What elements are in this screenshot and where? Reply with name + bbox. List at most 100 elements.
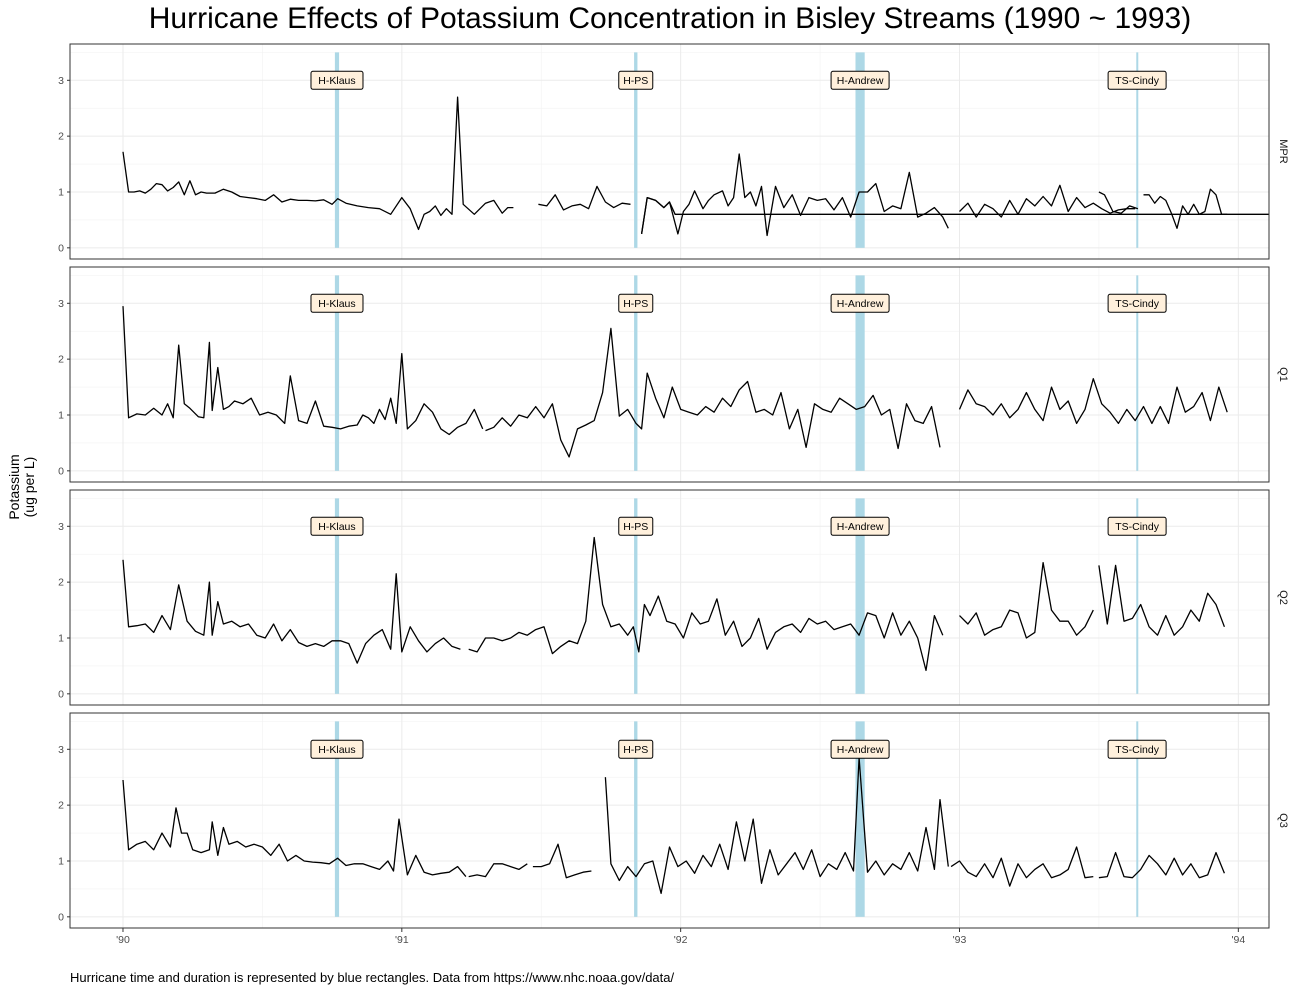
hurricane-band bbox=[1136, 275, 1139, 471]
facet-strip-label: Q1 bbox=[1277, 367, 1289, 382]
hurricane-label: H-Andrew bbox=[837, 744, 884, 756]
potassium-line bbox=[468, 863, 528, 878]
panel-q1: H-Klaus H-PS H-Andrew TS-Cindy 0 1 2 3 Q1 bbox=[58, 266, 1289, 483]
panel-mpr: H-Klaus H-PS H-Andrew TS-Cindy 0 1 2 3 MPR bbox=[58, 43, 1289, 260]
y-tick-label: 2 bbox=[58, 577, 64, 589]
panel-border bbox=[69, 43, 1270, 260]
hurricane-label: H-Klaus bbox=[318, 75, 355, 87]
panel-background bbox=[70, 490, 1269, 705]
hurricane-label-box bbox=[1107, 516, 1167, 536]
x-tick-label: '90 bbox=[116, 934, 130, 946]
potassium-line bbox=[1098, 564, 1226, 636]
panel-background bbox=[70, 267, 1269, 482]
facet-strip-label: Q3 bbox=[1277, 813, 1289, 828]
hurricane-label-box bbox=[1107, 70, 1167, 90]
y-tick-label: 1 bbox=[58, 855, 64, 867]
y-tick-label: 3 bbox=[58, 744, 64, 756]
panel-background bbox=[70, 713, 1269, 928]
panel-background bbox=[70, 44, 1269, 259]
potassium-line bbox=[485, 327, 941, 458]
y-tick-label: 1 bbox=[58, 632, 64, 644]
potassium-line bbox=[950, 846, 1094, 887]
hurricane-label: TS-Cindy bbox=[1115, 744, 1160, 756]
hurricane-label: H-Klaus bbox=[318, 521, 355, 533]
hurricane-label-box bbox=[310, 70, 364, 90]
hurricane-band bbox=[334, 52, 340, 248]
chart-caption: Hurricane time and duration is represent… bbox=[70, 970, 675, 985]
hurricane-band bbox=[334, 275, 340, 471]
potassium-line bbox=[958, 378, 1228, 425]
y-tick-label: 2 bbox=[58, 354, 64, 366]
y-tick-label: 0 bbox=[58, 911, 64, 923]
panel-border bbox=[69, 489, 1270, 706]
hurricane-band bbox=[634, 721, 638, 917]
potassium-line bbox=[1098, 191, 1139, 214]
hurricane-band bbox=[634, 52, 638, 248]
hurricane-label-box bbox=[830, 516, 890, 536]
hurricane-label-box bbox=[618, 739, 654, 759]
hurricane-label: H-PS bbox=[623, 744, 648, 756]
series-lines bbox=[122, 757, 1226, 895]
hurricane-label-box bbox=[1107, 293, 1167, 313]
x-tick-label: '91 bbox=[395, 934, 409, 946]
potassium-line bbox=[959, 561, 1094, 639]
x-tick-label: '92 bbox=[674, 934, 688, 946]
y-tick-label: 3 bbox=[58, 521, 64, 533]
potassium-line bbox=[1143, 188, 1228, 229]
hurricane-label-box bbox=[310, 739, 364, 759]
x-tick-label: '93 bbox=[953, 934, 967, 946]
y-tick-label: 1 bbox=[58, 186, 64, 198]
hurricane-label: TS-Cindy bbox=[1115, 75, 1160, 87]
panel-q2: H-Klaus H-PS H-Andrew TS-Cindy 0 1 2 3 Q2 bbox=[58, 489, 1289, 706]
panel-border bbox=[69, 712, 1270, 929]
hurricane-band bbox=[855, 52, 865, 248]
y-tick-label: 3 bbox=[58, 75, 64, 87]
y-tick-label: 0 bbox=[58, 688, 64, 700]
hurricane-label: TS-Cindy bbox=[1115, 298, 1160, 310]
hurricane-label-box bbox=[1107, 739, 1167, 759]
hurricane-label: H-Klaus bbox=[318, 298, 355, 310]
facet-strip-label: Q2 bbox=[1277, 590, 1289, 605]
hurricane-label-box bbox=[830, 739, 890, 759]
hurricane-band bbox=[1136, 498, 1139, 694]
hurricane-label-box bbox=[830, 70, 890, 90]
hurricane-label: TS-Cindy bbox=[1115, 521, 1160, 533]
hurricane-label: H-Klaus bbox=[318, 744, 355, 756]
hurricane-band bbox=[1136, 721, 1139, 917]
hurricane-label: H-Andrew bbox=[837, 521, 884, 533]
hurricane-label-box bbox=[310, 516, 364, 536]
hurricane-label: H-Andrew bbox=[837, 298, 884, 310]
y-tick-label: 0 bbox=[58, 465, 64, 477]
potassium-line bbox=[122, 306, 484, 436]
hurricane-label: H-PS bbox=[623, 521, 648, 533]
facet-strip-label: MPR bbox=[1277, 139, 1289, 164]
hurricane-band bbox=[334, 498, 340, 694]
series-lines bbox=[122, 306, 1228, 458]
hurricane-label: H-Andrew bbox=[837, 75, 884, 87]
potassium-line bbox=[1098, 851, 1226, 879]
hurricane-band bbox=[634, 498, 638, 694]
potassium-line bbox=[640, 153, 949, 237]
hurricane-label-box bbox=[310, 293, 364, 313]
panel-q3: H-Klaus H-PS H-Andrew TS-Cindy 0 1 2 3 Q3 bbox=[58, 712, 1289, 929]
hurricane-label-box bbox=[618, 70, 654, 90]
hurricane-band bbox=[334, 721, 340, 917]
y-tick-label: 0 bbox=[58, 242, 64, 254]
potassium-line bbox=[532, 843, 592, 879]
hurricane-label: H-PS bbox=[623, 75, 648, 87]
potassium-line bbox=[468, 536, 944, 672]
y-tick-label: 2 bbox=[58, 131, 64, 143]
hurricane-band bbox=[855, 498, 865, 694]
potassium-line bbox=[122, 559, 461, 664]
chart-title: Hurricane Effects of Potassium Concentra… bbox=[148, 2, 1192, 35]
potassium-line bbox=[604, 757, 949, 895]
hurricane-label: H-PS bbox=[623, 298, 648, 310]
potassium-line bbox=[122, 779, 467, 878]
hurricane-label-box bbox=[830, 293, 890, 313]
potassium-line bbox=[122, 96, 514, 231]
x-axis: '90 '91 '92 '93 '94 bbox=[116, 928, 1245, 946]
y-tick-label: 3 bbox=[58, 298, 64, 310]
series-lines bbox=[122, 536, 1226, 672]
panel-border bbox=[69, 266, 1270, 483]
